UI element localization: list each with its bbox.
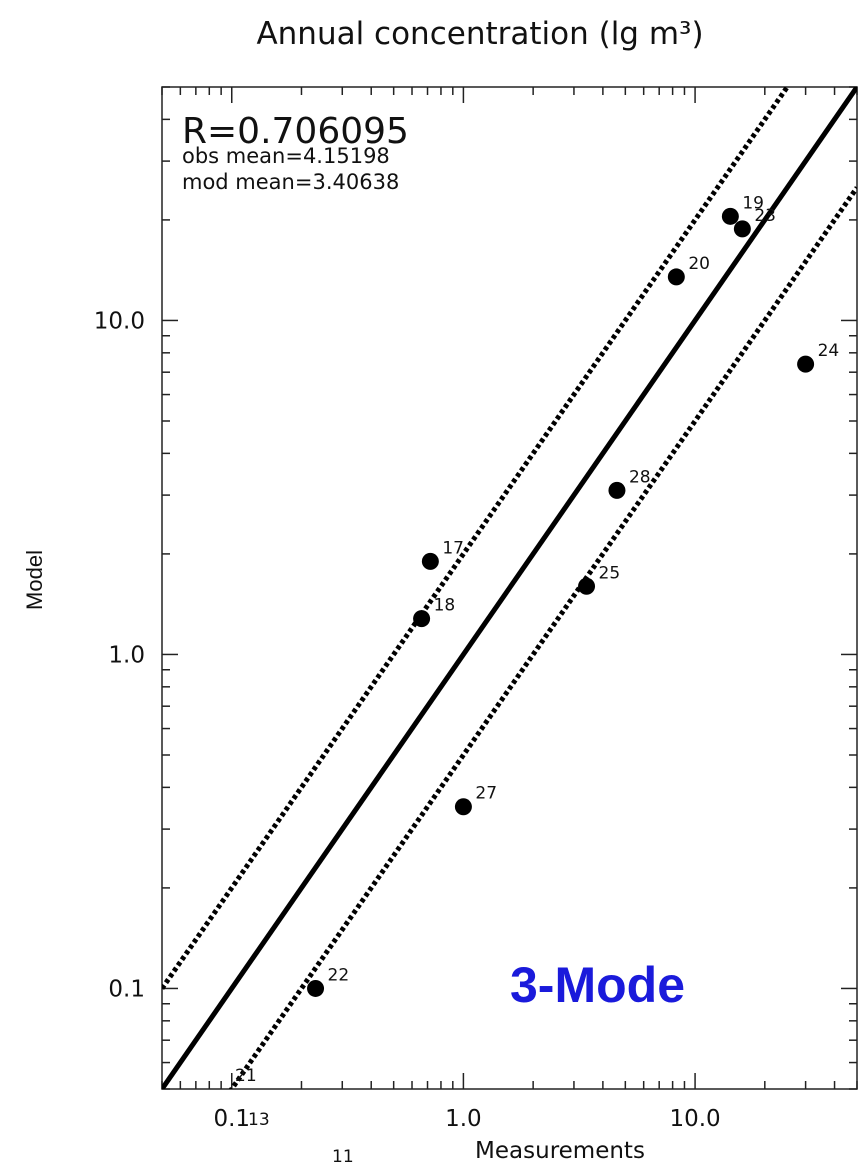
y-tick-label-2: 10.0 [94, 308, 145, 334]
data-point-19 [721, 207, 739, 225]
point-label-28: 28 [629, 467, 651, 487]
point-label-22: 22 [328, 965, 350, 985]
point-label-19: 19 [742, 193, 764, 213]
x-tick-label-1: 1.0 [445, 1106, 482, 1132]
data-point-18 [413, 610, 431, 628]
y-tick-label-1: 1.0 [108, 642, 145, 668]
data-point-24 [797, 355, 815, 373]
point-label-21: 21 [235, 1066, 257, 1086]
data-point-25 [578, 577, 596, 595]
point-label-27: 27 [475, 784, 497, 804]
plot-frame [161, 86, 858, 1090]
tick-marks [161, 86, 858, 1090]
mode-annotation: 3-Mode [510, 957, 685, 1013]
stat-r-value: R=0.706095 [182, 111, 409, 152]
point-label-25: 25 [599, 563, 621, 583]
data-point-28 [608, 481, 626, 499]
point-label-13: 13 [248, 1110, 270, 1130]
chart-title: Annual concentration (lg m³) [256, 16, 703, 52]
reference-lines [162, 87, 857, 1089]
point-label-23: 23 [754, 206, 776, 226]
point-label-24: 24 [818, 341, 840, 361]
data-point-22 [307, 979, 325, 997]
x-axis-label: Measurements [475, 1138, 645, 1164]
factor-upper-line [162, 87, 791, 990]
data-points [307, 207, 815, 997]
data-point-17 [421, 552, 439, 570]
factor-lower-line [228, 186, 857, 1089]
one-to-one-line [162, 87, 857, 1089]
data-point-20 [667, 268, 685, 286]
x-tick-label-0: 0.1 [213, 1106, 250, 1132]
point-label-17: 17 [442, 538, 464, 558]
point-label-20: 20 [688, 254, 710, 274]
tick-labels: 0.1 1.0 10.0 0.1 1.0 10.0 [94, 308, 721, 1132]
stat-obs-mean: obs mean=4.15198 [182, 144, 390, 168]
x-tick-label-2: 10.0 [669, 1106, 720, 1132]
y-tick-label-0: 0.1 [108, 976, 145, 1002]
y-axis-label: Model [22, 550, 47, 610]
data-point-27 [454, 798, 472, 816]
point-label-11: 11 [332, 1147, 354, 1167]
stat-mod-mean: mod mean=3.40638 [182, 170, 399, 194]
point-label-18: 18 [434, 596, 456, 616]
data-point-23 [733, 220, 751, 238]
